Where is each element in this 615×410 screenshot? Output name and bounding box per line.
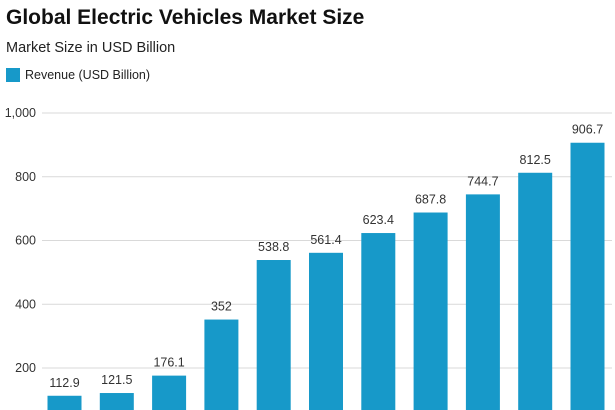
bar	[152, 375, 187, 410]
y-tick-label: 1,000	[5, 106, 36, 120]
data-label: 623.4	[363, 213, 394, 227]
y-tick-label: 600	[15, 234, 36, 248]
data-label: 121.5	[101, 373, 132, 387]
data-label: 687.8	[415, 193, 446, 207]
bar	[309, 252, 343, 410]
data-label: 538.8	[258, 240, 289, 254]
bar	[570, 142, 605, 410]
chart-title: Global Electric Vehicles Market Size	[6, 6, 365, 29]
bar	[256, 260, 291, 410]
legend-swatch	[6, 68, 20, 82]
y-tick-label: 200	[15, 361, 36, 375]
data-label: 812.5	[520, 153, 551, 167]
bar	[518, 172, 553, 410]
data-label: 744.7	[467, 174, 498, 188]
bar	[204, 319, 239, 410]
data-label: 906.7	[572, 123, 603, 137]
y-tick-label: 800	[15, 170, 36, 184]
data-label: 352	[211, 300, 232, 314]
bar	[413, 212, 448, 410]
data-label: 112.9	[49, 376, 79, 390]
bar	[465, 194, 500, 410]
chart-subtitle: Market Size in USD Billion	[6, 40, 176, 56]
bar	[47, 395, 82, 410]
bar	[99, 393, 134, 410]
bar	[361, 233, 396, 410]
data-label: 176.1	[153, 356, 184, 370]
legend: Revenue (USD Billion)	[6, 68, 150, 82]
data-label: 561.4	[310, 233, 341, 247]
legend-label: Revenue (USD Billion)	[25, 68, 151, 82]
y-tick-label: 400	[15, 297, 36, 311]
